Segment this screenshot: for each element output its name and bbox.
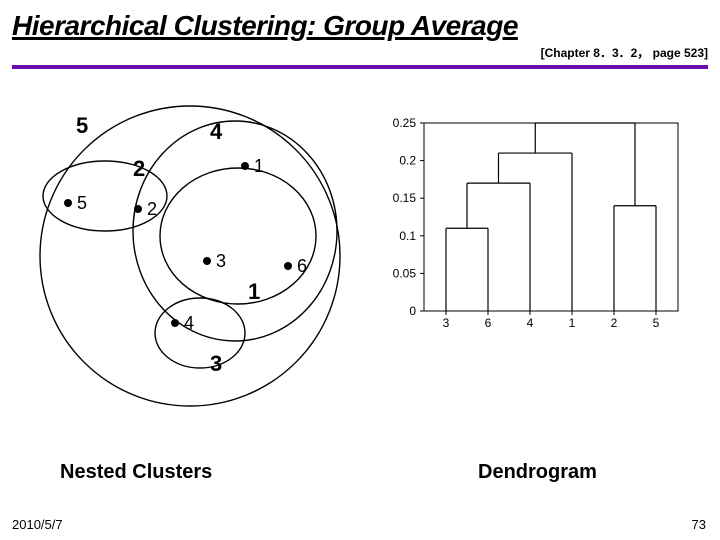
page-title: Hierarchical Clustering: Group Average [12,10,708,42]
data-point-p1 [241,162,249,170]
xtick-label: 6 [485,316,492,330]
chapter-reference: [Chapter 8．3．2， page 523] [0,44,720,61]
xtick-label: 5 [653,316,660,330]
cluster-label-L3: 3 [210,351,222,376]
point-label-p6: 6 [297,256,307,276]
cluster-ellipse-outer5 [40,106,340,406]
point-label-p1: 1 [254,156,264,176]
ytick-label: 0.05 [393,266,417,280]
cluster-label-L5: 5 [76,113,88,138]
data-point-p2 [134,205,142,213]
xtick-label: 1 [569,316,576,330]
cluster-label-L2: 2 [133,156,145,181]
xtick-label: 3 [443,316,450,330]
cluster-ellipse-cluster3 [155,298,245,368]
ytick-label: 0.25 [393,116,417,130]
ytick-label: 0 [409,304,416,318]
dendrogram-chart: 0 0.05 0.1 0.15 0.2 0.25 3 6 4 1 2 5 [378,111,688,331]
ytick-label: 0.2 [399,154,416,168]
cluster-label-L1: 1 [248,279,260,304]
data-point-p6 [284,262,292,270]
cluster-ellipse-cluster2 [43,161,167,231]
data-point-p5 [64,199,72,207]
data-point-p4 [171,319,179,327]
cluster-label-L4: 4 [210,119,223,144]
content-area: 5 2 1 3 6 4 5 2 4 1 3 0 0.05 0.1 0.15 0.2 0.25 3 6 4 1 2 5 Ne… [0,81,720,481]
ytick-label: 0.1 [399,229,416,243]
cluster-ellipse-cluster1 [160,168,316,304]
nested-caption: Nested Clusters [60,461,212,484]
footer-page-number: 73 [692,517,706,532]
xtick-label: 2 [611,316,618,330]
ytick-label: 0.15 [393,191,417,205]
xtick-label: 4 [527,316,534,330]
point-label-p4: 4 [184,313,194,333]
point-label-p2: 2 [147,199,157,219]
dendrogram-caption: Dendrogram [478,461,597,484]
divider-rule [12,65,708,69]
footer-date: 2010/5/7 [12,517,63,532]
data-point-p3 [203,257,211,265]
point-label-p5: 5 [77,193,87,213]
nested-clusters-diagram: 5 2 1 3 6 4 5 2 4 1 3 [20,81,360,431]
cluster-ellipse-mid4 [133,121,337,341]
dendrogram-axes [424,123,678,311]
point-label-p3: 3 [216,251,226,271]
